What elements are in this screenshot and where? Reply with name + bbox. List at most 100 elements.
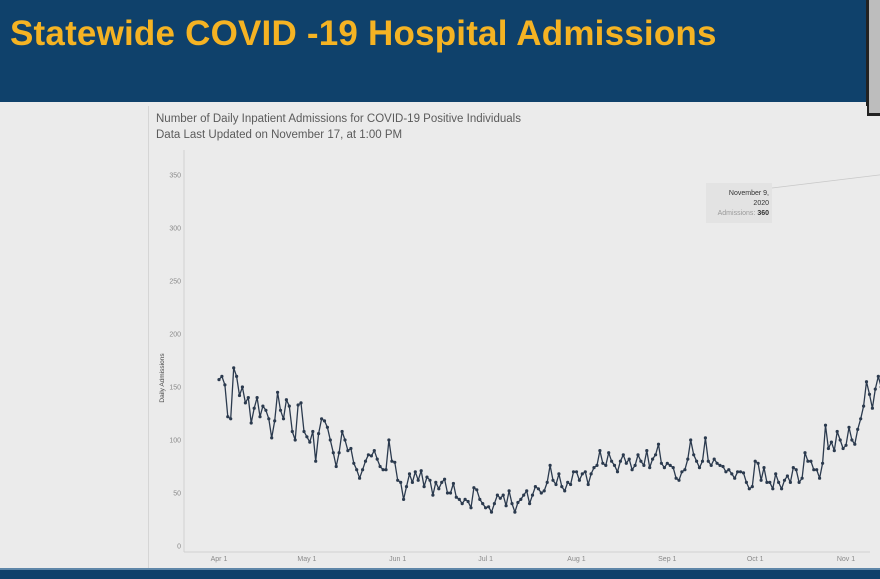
data-point[interactable] <box>322 419 327 423</box>
data-point[interactable] <box>859 417 863 421</box>
data-point[interactable] <box>516 500 520 505</box>
data-point[interactable] <box>700 459 705 463</box>
data-point[interactable] <box>249 421 253 425</box>
data-point[interactable] <box>648 466 652 470</box>
data-point[interactable] <box>747 487 751 491</box>
data-point[interactable] <box>604 463 608 467</box>
data-point[interactable] <box>589 472 593 476</box>
data-point[interactable] <box>818 476 822 480</box>
data-point[interactable] <box>378 464 382 469</box>
data-point[interactable] <box>586 482 590 487</box>
data-point[interactable] <box>320 417 324 421</box>
data-point[interactable] <box>217 378 221 382</box>
data-point[interactable] <box>489 510 494 514</box>
data-point[interactable] <box>712 457 716 461</box>
data-point[interactable] <box>853 442 857 446</box>
data-point[interactable] <box>812 468 816 472</box>
data-point[interactable] <box>475 488 479 492</box>
data-point[interactable] <box>343 438 347 442</box>
data-point[interactable] <box>416 478 420 482</box>
data-point[interactable] <box>504 504 508 508</box>
data-point[interactable] <box>481 502 485 506</box>
data-point[interactable] <box>689 438 693 442</box>
data-point[interactable] <box>633 463 637 467</box>
data-point[interactable] <box>867 392 872 396</box>
data-point[interactable] <box>809 459 813 463</box>
data-point[interactable] <box>246 396 250 400</box>
data-point[interactable] <box>243 401 247 405</box>
data-point[interactable] <box>551 478 555 482</box>
data-point[interactable] <box>284 398 288 402</box>
data-point[interactable] <box>756 461 760 465</box>
data-point[interactable] <box>733 476 737 480</box>
data-point[interactable] <box>665 461 669 465</box>
data-point[interactable] <box>422 485 426 489</box>
data-point[interactable] <box>768 480 772 484</box>
data-point[interactable] <box>451 481 455 486</box>
data-point[interactable] <box>533 485 538 489</box>
data-point[interactable] <box>487 505 491 509</box>
data-point[interactable] <box>730 472 734 476</box>
data-point[interactable] <box>566 480 570 484</box>
data-point[interactable] <box>554 482 558 487</box>
data-point[interactable] <box>686 457 690 461</box>
data-point[interactable] <box>718 463 722 467</box>
data-point[interactable] <box>334 464 338 469</box>
data-point[interactable] <box>454 495 458 499</box>
data-point[interactable] <box>293 438 297 442</box>
data-point[interactable] <box>325 425 329 429</box>
data-point[interactable] <box>759 478 763 482</box>
data-point[interactable] <box>580 472 584 476</box>
data-point[interactable] <box>724 470 728 474</box>
data-point[interactable] <box>235 374 239 378</box>
data-point[interactable] <box>780 487 784 491</box>
data-point[interactable] <box>803 451 807 455</box>
data-point[interactable] <box>399 480 403 484</box>
data-point[interactable] <box>850 438 854 442</box>
data-point[interactable] <box>873 387 877 391</box>
data-point[interactable] <box>774 472 778 476</box>
data-point[interactable] <box>642 463 646 467</box>
data-point[interactable] <box>721 464 725 469</box>
data-point[interactable] <box>668 463 672 467</box>
data-point[interactable] <box>366 453 370 457</box>
data-point[interactable] <box>545 480 549 484</box>
data-point[interactable] <box>314 459 318 463</box>
data-point[interactable] <box>823 423 828 427</box>
data-point[interactable] <box>331 451 335 455</box>
data-point[interactable] <box>539 491 543 495</box>
data-point[interactable] <box>639 459 643 463</box>
data-point[interactable] <box>528 502 532 506</box>
data-point[interactable] <box>349 446 353 451</box>
data-point[interactable] <box>413 470 417 474</box>
data-point[interactable] <box>697 466 702 470</box>
data-point[interactable] <box>569 482 573 487</box>
data-point[interactable] <box>340 429 344 434</box>
data-point[interactable] <box>267 417 271 421</box>
data-point[interactable] <box>563 489 567 493</box>
data-point[interactable] <box>478 497 482 501</box>
data-point[interactable] <box>299 401 303 405</box>
data-point[interactable] <box>229 417 233 421</box>
data-point[interactable] <box>615 470 620 474</box>
data-point[interactable] <box>419 469 423 473</box>
data-point[interactable] <box>387 438 391 442</box>
data-point[interactable] <box>255 396 259 400</box>
data-point[interactable] <box>390 459 394 463</box>
data-point[interactable] <box>448 491 453 495</box>
data-point[interactable] <box>618 459 623 463</box>
data-point[interactable] <box>437 487 441 491</box>
data-point[interactable] <box>709 463 713 467</box>
data-point[interactable] <box>838 438 842 442</box>
data-point[interactable] <box>806 459 810 463</box>
data-point[interactable] <box>677 478 681 482</box>
data-point[interactable] <box>864 380 869 384</box>
data-point[interactable] <box>794 468 798 472</box>
data-point[interactable] <box>800 476 804 480</box>
data-point[interactable] <box>821 461 825 465</box>
data-point[interactable] <box>328 438 332 442</box>
data-point[interactable] <box>507 489 511 493</box>
data-point[interactable] <box>557 472 561 476</box>
data-point[interactable] <box>361 468 365 472</box>
data-point[interactable] <box>428 478 432 482</box>
